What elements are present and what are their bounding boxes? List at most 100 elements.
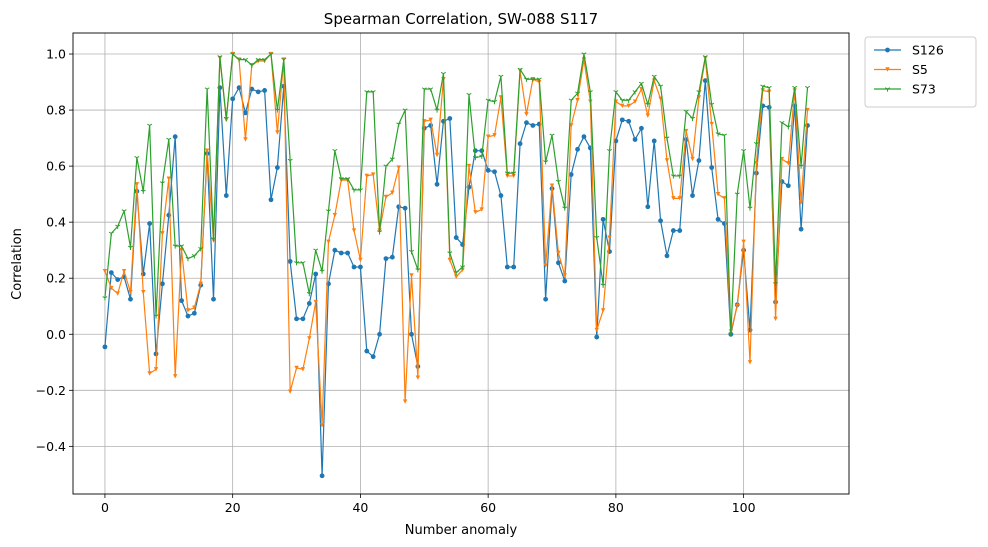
data-point [185,308,191,313]
data-point [696,158,702,163]
data-point [626,98,632,103]
legend-marker [884,87,891,92]
data-point [638,81,644,87]
data-point [287,158,293,164]
data-point [587,90,593,95]
data-point [454,274,459,280]
data-point [306,301,312,306]
data-point [549,183,555,188]
data-point [511,173,516,179]
data-point [709,102,715,108]
data-point [766,85,772,91]
y-tick-label: 0.2 [46,271,66,286]
data-point [472,155,478,161]
data-point [485,134,491,139]
data-point [715,132,721,137]
data-point [677,174,683,179]
data-point [390,190,395,195]
data-point [690,116,696,122]
data-point [121,269,127,274]
data-point [141,290,146,295]
data-point [409,331,414,337]
data-point [115,224,121,229]
data-point [581,134,587,140]
data-point [530,77,536,82]
y-axis: −0.4 −0.2 0.0 0.2 0.4 0.6 0.8 1.0 [36,47,73,454]
data-point [319,473,325,479]
plot-frame [72,32,850,495]
data-point [600,308,606,313]
data-point [434,181,440,187]
x-tick-label: 100 [732,500,756,515]
legend-marker [885,67,890,72]
series-S73 [102,52,810,337]
data-point [785,125,791,130]
plot-area [73,33,849,494]
data-point [383,164,389,169]
data-point [645,102,651,108]
data-point [492,133,497,138]
data-point [645,204,651,210]
x-tick-label: 60 [480,500,496,515]
data-point [562,278,568,284]
data-point [140,189,146,194]
data-point [191,310,197,316]
data-point [555,179,561,185]
data-point [549,133,555,138]
data-point [626,103,631,109]
data-point [262,57,268,63]
data-point [223,193,229,198]
data-point [619,98,625,103]
data-point [115,277,121,283]
data-point [460,265,466,270]
data-point [664,158,670,163]
data-point [338,176,344,182]
data-point [134,155,140,161]
data-point [102,344,108,350]
data-point [185,256,191,262]
data-point [300,367,306,372]
y-tick-label: 0.4 [46,215,66,230]
data-point [127,245,133,250]
data-point [242,57,248,63]
data-point [211,296,216,302]
data-point [300,316,306,322]
data-point [600,216,606,222]
x-axis: 0 20 40 60 80 100 [101,494,756,515]
data-point [786,161,791,166]
data-point [364,348,370,354]
data-point [134,182,140,187]
data-point [159,181,165,186]
chart-title: Spearman Correlation, SW-088 S117 [324,10,598,28]
data-point [192,305,197,310]
data-point [696,90,702,95]
legend-entry-S73: S73 [874,82,936,97]
data-point [313,248,319,253]
data-point [492,99,498,105]
data-point [690,156,695,162]
data-point [396,122,402,127]
data-point [798,226,804,232]
data-point [511,171,517,176]
data-point [166,176,172,181]
y-tick-label: 0.0 [46,327,66,342]
data-point [709,121,714,127]
data-point [153,314,159,319]
data-point [434,152,440,158]
data-point [281,57,287,63]
legend-label: S126 [912,43,944,58]
data-point [172,134,178,140]
data-point [191,254,197,259]
data-point [249,63,255,68]
data-point [722,196,727,201]
data-point [568,172,574,177]
data-point [741,239,746,244]
data-point [332,148,338,154]
data-point [504,264,510,270]
data-point [319,423,325,428]
data-point [747,206,753,211]
legend-entry-S5: S5 [874,62,928,77]
data-point [274,165,280,170]
data-point [179,298,184,304]
data-point [511,264,517,270]
